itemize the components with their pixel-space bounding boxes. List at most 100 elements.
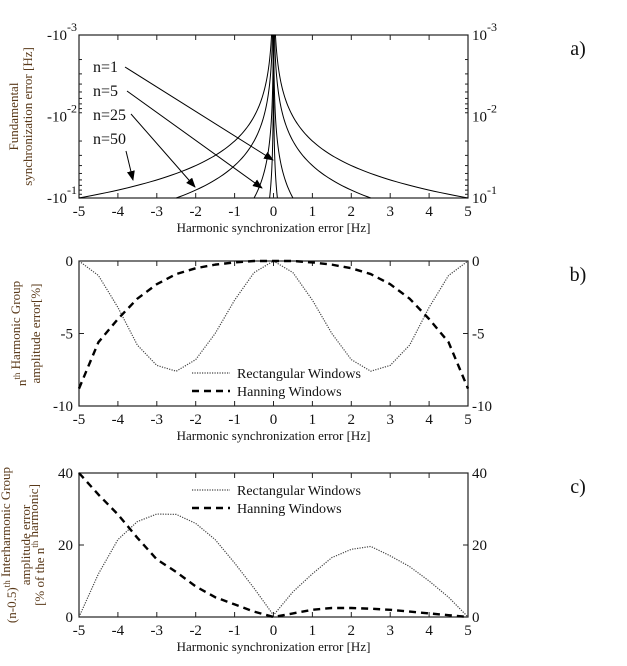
tick-exponent: -2 [67,102,77,116]
x-tick-label: 1 [309,412,317,428]
x-tick-label: 3 [386,204,394,220]
x-tick-label: 3 [386,623,394,639]
tick-exponent: -3 [67,20,77,34]
x-tick-label: -2 [189,204,202,220]
y-tick-label-left: 40 [58,466,73,482]
x-tick-label: 5 [464,204,472,220]
y-tick-label-right: -5 [472,327,485,343]
annotation-arrow [125,150,135,181]
y-tick-label-left: -10 [53,399,73,415]
y-tick-label-left: 0 [66,254,74,270]
tick-base: 10 [472,191,487,207]
series-line-dotted [78,513,469,618]
y-label-superscript: th [30,540,40,548]
x-tick-label: 5 [464,623,472,639]
y-axis-label: amplitude error[%] [28,284,43,384]
x-tick-label: 4 [425,204,433,220]
x-tick-label: -5 [73,412,86,428]
y-tick-label-left: 0 [66,610,74,626]
legend-label: Rectangular Windows [237,484,361,499]
y-label-text: Harmonic Group [8,281,23,373]
y-tick-label-right: 0 [472,610,480,626]
x-tick-label: 2 [348,412,356,428]
y-label-text: [% of the n [32,547,47,606]
annotation-label: n=50 [93,131,126,148]
annotation-arrow [126,90,263,189]
x-tick-label: 0 [270,204,278,220]
tick-base: 10 [472,28,487,44]
x-tick-label: -4 [112,623,125,639]
y-tick-label-right: 10-3 [472,20,497,44]
y-label-text: synchronization error [Hz] [20,47,35,186]
x-axis-label: Harmonic synchronization error [Hz] [177,220,371,235]
x-tick-label: -4 [112,412,125,428]
y-label-text: Fundamental [6,82,21,150]
y-tick-label-left: -5 [61,327,74,343]
y-tick-label-left: -10-2 [47,102,77,126]
panel-label: a) [570,38,586,60]
annotation-arrow [124,66,274,161]
x-tick-label: -1 [228,412,241,428]
annotation-arrow [130,113,196,188]
x-tick-label: 0 [270,412,278,428]
x-tick-label: -1 [228,204,241,220]
y-label-superscript: th [2,580,12,588]
subplot-c: -5 -4 -3 -2 -1 0 1 2 3 4 5 Harmonic synchronization… [0,466,586,654]
x-tick-label: 1 [309,204,317,220]
x-tick-label: 4 [425,623,433,639]
tick-base: -10 [47,110,67,126]
panel-label: c) [570,476,586,498]
y-label-text: amplitude error[%] [28,284,43,384]
tick-exponent: -1 [487,183,497,197]
x-tick-label: -2 [189,412,202,428]
y-tick-label-left: -10-1 [47,183,77,207]
x-tick-label: -3 [151,623,164,639]
series-line-dashed [77,259,470,390]
legend-label: Hanning Windows [237,502,342,517]
y-label-text: harmonic] [26,484,41,541]
y-axis-label: synchronization error [Hz] [20,47,35,186]
annotation-label: n=1 [93,59,118,76]
y-tick-label-right: 20 [472,538,487,554]
tick-exponent: -2 [487,102,497,116]
tick-base: -10 [47,191,67,207]
y-label-text: Interharmonic Group [0,467,13,580]
x-tick-label: -3 [151,204,164,220]
x-tick-label: -3 [151,412,164,428]
annotation-label: n=25 [93,107,126,124]
y-label-text: amplitude error [18,504,33,585]
y-tick-label-right: -10 [472,399,492,415]
panel-label: b) [570,264,587,286]
x-tick-label: -4 [112,204,125,220]
x-tick-label: 0 [270,623,278,639]
y-label-superscript: th [12,372,22,380]
tick-exponent: -3 [487,20,497,34]
series-line-dashed [78,472,469,619]
x-tick-label: -2 [189,623,202,639]
y-axis-label: amplitude error [18,504,33,585]
y-tick-label-right: 40 [472,466,487,482]
series-line-n=50 [78,34,469,199]
annotation-label: n=5 [93,83,118,100]
y-axis-label: nth Harmonic Group [8,281,29,386]
x-tick-label: 5 [464,412,472,428]
y-axis-label: Fundamental [6,82,21,150]
x-axis-label: Harmonic synchronization error [Hz] [177,428,371,443]
y-label-text: n [14,379,29,386]
legend-label: Rectangular Windows [237,367,361,382]
y-tick-label-left: 20 [58,538,73,554]
tick-base: -10 [47,28,67,44]
x-tick-label: -5 [73,204,86,220]
y-axis-label: [% of the nth harmonic] [26,484,47,606]
x-tick-label: 3 [386,412,394,428]
x-tick-label: 1 [309,623,317,639]
y-tick-label-right: 10-1 [472,183,497,207]
x-tick-label: 2 [348,204,356,220]
tick-exponent: -1 [67,183,77,197]
x-tick-label: 4 [425,412,433,428]
y-label-text: (n-0.5) [4,587,19,623]
y-tick-label-left: -10-3 [47,20,77,44]
tick-base: 10 [472,110,487,126]
